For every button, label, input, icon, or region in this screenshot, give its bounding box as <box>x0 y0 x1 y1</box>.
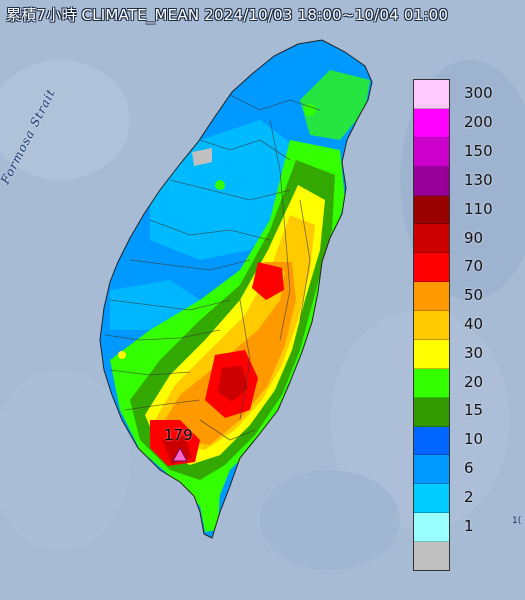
rain-spot-yellow <box>118 351 126 359</box>
legend-label: 50 <box>464 286 484 305</box>
legend-swatch <box>414 426 449 456</box>
triangle-marker-icon <box>172 446 188 462</box>
legend-swatch <box>414 397 449 427</box>
legend-label: 300 <box>464 84 493 103</box>
no-rain-patch <box>192 148 212 166</box>
rainfall-legend <box>413 79 450 571</box>
rain-spot-green <box>215 180 225 190</box>
legend-label: 90 <box>464 228 484 247</box>
rain-area-light-blue-west <box>110 280 200 330</box>
legend-swatch <box>414 339 449 369</box>
legend-label: 20 <box>464 372 484 391</box>
legend-swatch <box>414 108 449 138</box>
corner-text: 1( <box>512 516 522 526</box>
legend-swatch <box>414 455 449 485</box>
legend-swatch <box>414 542 449 570</box>
legend-swatch <box>414 224 449 254</box>
legend-label: 40 <box>464 315 484 333</box>
legend-swatch <box>414 166 449 196</box>
legend-swatch <box>414 80 449 109</box>
legend-label: 200 <box>464 113 493 132</box>
rain-area-green-northeast <box>300 70 370 140</box>
legend-swatch <box>414 282 449 311</box>
rain-area-green-south-tip <box>198 490 220 532</box>
legend-swatch <box>414 253 449 283</box>
rain-spot-green-ne <box>304 104 316 116</box>
map-title: 累積7小時 CLIMATE_MEAN 2024/10/03 18:00~10/0… <box>6 6 449 24</box>
rain-area-red-north <box>252 262 284 300</box>
legend-label: 150 <box>464 142 493 161</box>
admin-boundaries <box>104 94 321 441</box>
legend-swatch <box>414 513 449 542</box>
legend-label: 110 <box>464 199 493 218</box>
legend-swatch <box>414 137 449 167</box>
legend-swatch <box>414 195 449 225</box>
legend-swatch <box>414 368 449 398</box>
max-rainfall-label: 179 <box>164 426 193 444</box>
legend-label: 2 <box>464 487 474 506</box>
legend-label: 15 <box>464 401 484 420</box>
legend-label: 70 <box>464 257 484 276</box>
legend-swatch <box>414 484 449 514</box>
legend-label: 1 <box>464 516 474 535</box>
taiwan-coastline <box>99 39 373 539</box>
legend-label: 30 <box>464 343 484 362</box>
legend-label: 10 <box>464 430 484 449</box>
rain-area-dark-red <box>218 366 248 402</box>
legend-swatch <box>414 311 449 340</box>
legend-label: 130 <box>464 170 493 189</box>
legend-label: 6 <box>464 459 474 478</box>
